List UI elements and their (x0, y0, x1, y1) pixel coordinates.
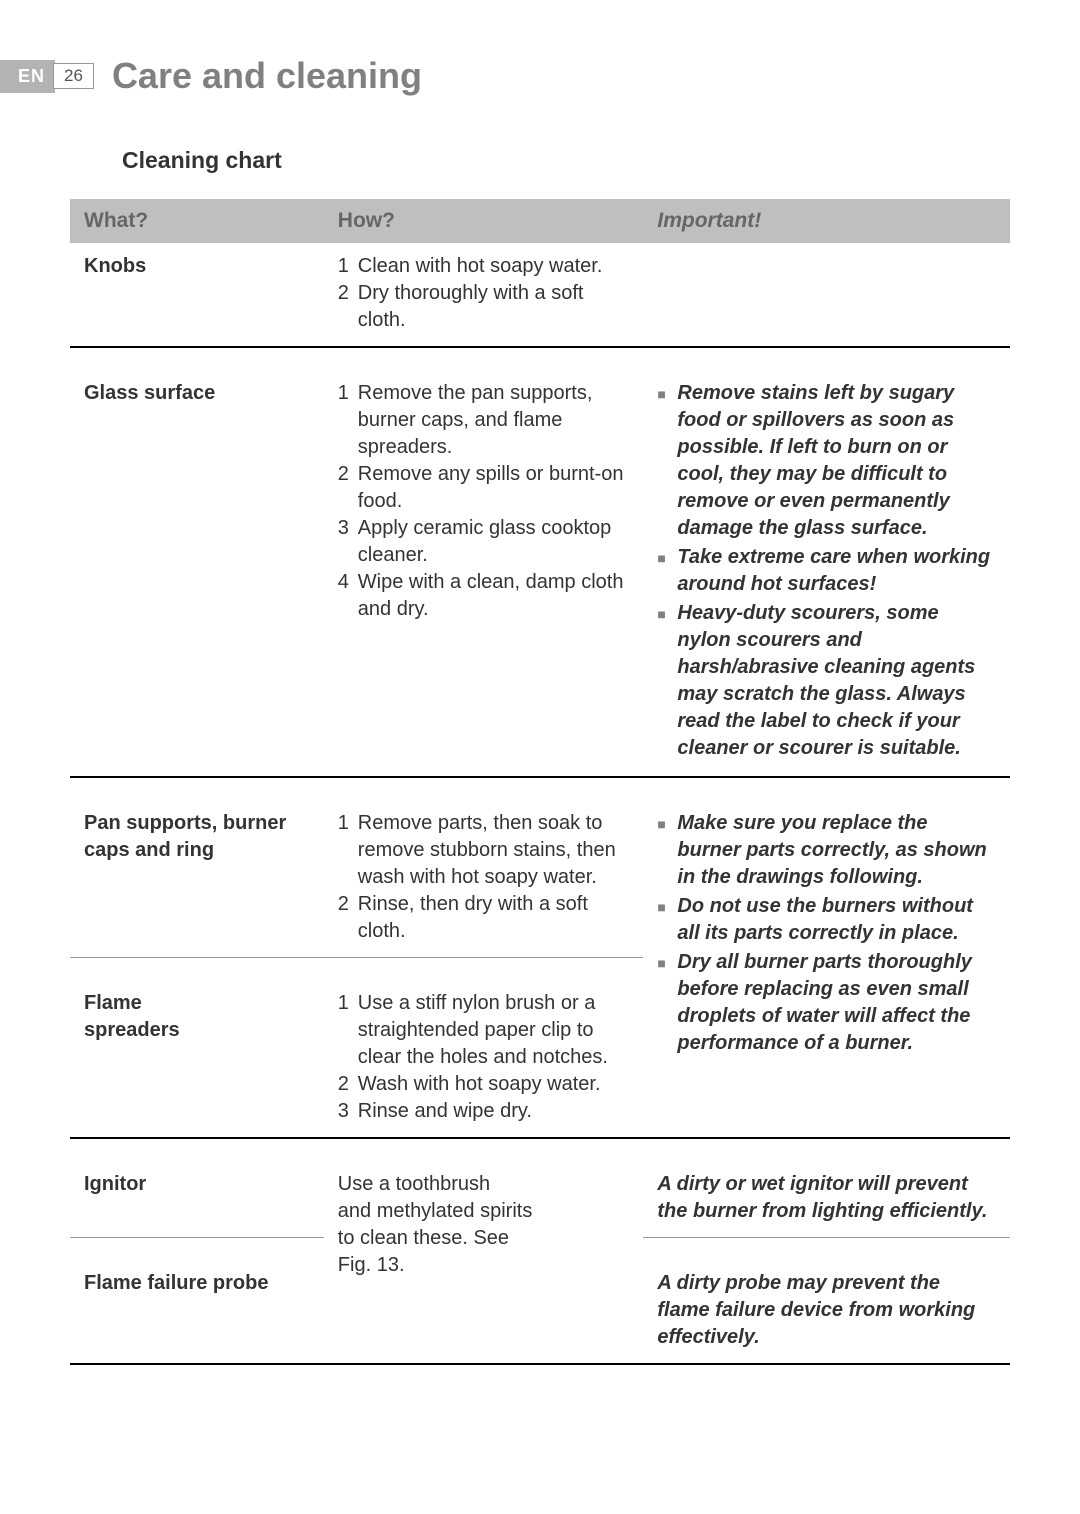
what-cell: Glass surface (70, 370, 324, 777)
how-step: Rinse, then dry with a soft cloth. (358, 891, 630, 945)
what-cell: Flame spreaders (70, 980, 324, 1138)
page-container: EN 26 Care and cleaning Cleaning chart W… (0, 0, 1080, 1447)
important-item: Dry all burner parts thoroughly before r… (677, 949, 996, 1057)
how-cell: Use a toothbrush and methylated spirits … (324, 1161, 644, 1364)
how-step: Rinse and wipe dry. (358, 1098, 532, 1125)
how-step: Clean with hot soapy water. (358, 253, 603, 280)
how-cell: 1Remove parts, then soak to remove stubb… (324, 800, 644, 958)
how-step: Remove the pan supports, burner caps, an… (358, 380, 630, 461)
how-step: Dry thoroughly with a soft cloth. (358, 280, 630, 334)
section-title: Cleaning chart (122, 147, 1010, 174)
bullet-icon: ■ (657, 600, 677, 762)
bullet-icon: ■ (657, 949, 677, 1057)
what-cell: Pan supports, burner caps and ring (70, 800, 324, 958)
how-step: Wipe with a clean, damp cloth and dry. (358, 569, 630, 623)
important-cell: A dirty or wet ignitor will prevent the … (643, 1161, 1010, 1238)
cleaning-table: What? How? Important! Knobs 1Clean with … (70, 199, 1010, 1387)
important-item: Take extreme care when working around ho… (677, 544, 996, 598)
important-item: Heavy-duty scourers, some nylon scourers… (677, 600, 996, 762)
bullet-icon: ■ (657, 893, 677, 947)
col-header-what: What? (70, 199, 324, 243)
what-cell: Ignitor (70, 1161, 324, 1238)
bullet-icon: ■ (657, 810, 677, 891)
page-title: Care and cleaning (112, 55, 422, 97)
how-cell: 1Clean with hot soapy water. 2Dry thorou… (324, 243, 644, 347)
col-header-important: Important! (643, 199, 1010, 243)
important-cell (643, 243, 1010, 347)
how-step: Apply ceramic glass cooktop cleaner. (358, 515, 630, 569)
table-row: Pan supports, burner caps and ring 1Remo… (70, 800, 1010, 958)
language-tab: EN (0, 60, 55, 93)
bullet-icon: ■ (657, 380, 677, 542)
col-header-how: How? (324, 199, 644, 243)
how-step: Use a stiff nylon brush or a straightend… (358, 990, 630, 1071)
important-cell: A dirty probe may prevent the flame fail… (643, 1260, 1010, 1364)
table-row: Glass surface 1Remove the pan supports, … (70, 370, 1010, 777)
page-header: EN 26 Care and cleaning (0, 55, 1010, 97)
important-item: Make sure you replace the burner parts c… (677, 810, 996, 891)
how-step: Remove any spills or burnt-on food. (358, 461, 630, 515)
important-cell: ■Make sure you replace the burner parts … (643, 800, 1010, 1138)
table-row: Ignitor Use a toothbrush and methylated … (70, 1161, 1010, 1238)
page-number: 26 (53, 63, 94, 89)
table-header-row: What? How? Important! (70, 199, 1010, 243)
how-step: Remove parts, then soak to remove stubbo… (358, 810, 630, 891)
how-cell: 1Use a stiff nylon brush or a straighten… (324, 980, 644, 1138)
table-row: Knobs 1Clean with hot soapy water. 2Dry … (70, 243, 1010, 347)
bullet-icon: ■ (657, 544, 677, 598)
what-cell: Knobs (70, 243, 324, 347)
what-cell: Flame failure probe (70, 1260, 324, 1364)
important-item: Do not use the burners without all its p… (677, 893, 996, 947)
important-item: Remove stains left by sugary food or spi… (677, 380, 996, 542)
how-cell: 1Remove the pan supports, burner caps, a… (324, 370, 644, 777)
important-cell: ■Remove stains left by sugary food or sp… (643, 370, 1010, 777)
how-step: Wash with hot soapy water. (358, 1071, 601, 1098)
